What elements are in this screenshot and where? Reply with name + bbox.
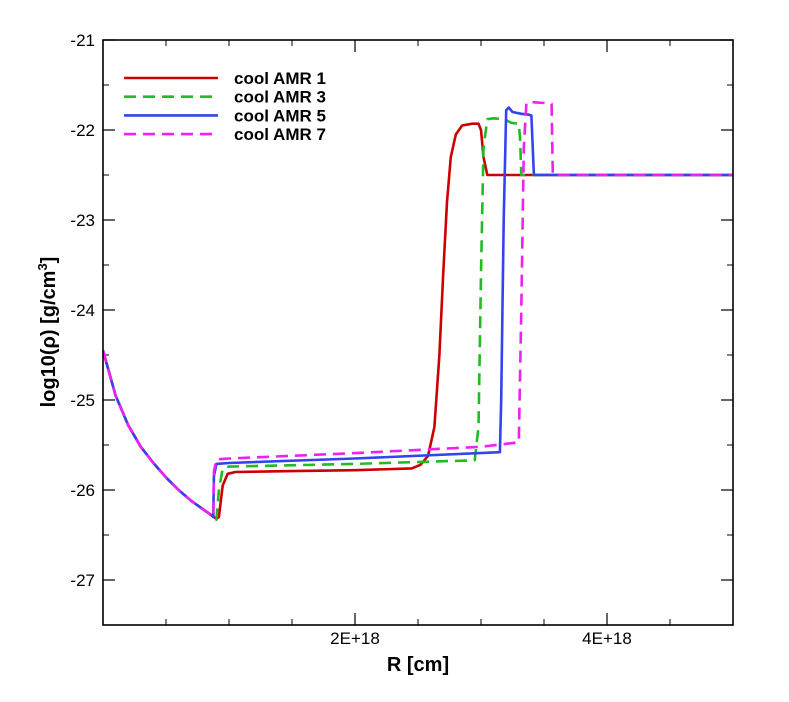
x-axis-title: R [cm] <box>387 654 449 676</box>
legend-label-3: cool AMR 5 <box>234 106 326 125</box>
y-axis-title-superscript: 3 <box>35 263 50 270</box>
plot-frame <box>102 39 734 626</box>
y-tick-label: -27 <box>70 571 95 590</box>
y-tick-label: -21 <box>70 31 95 50</box>
y-axis-title: log10(ρ) [g/cm3] <box>35 257 60 408</box>
y-axis-title-main: log10(ρ) [g/cm <box>38 271 60 408</box>
series-layer <box>103 100 733 521</box>
x-tick-label: 4E+18 <box>582 629 632 648</box>
x-tick-label: 2E+18 <box>330 629 380 648</box>
y-tick-label: -25 <box>70 391 95 410</box>
legend-label-1: cool AMR 1 <box>234 69 326 88</box>
series-line-4 <box>103 100 733 519</box>
legend-label-4: cool AMR 7 <box>234 125 326 144</box>
y-tick-label: -24 <box>70 301 95 320</box>
y-axis-title-tail: ] <box>38 257 60 264</box>
axis-ticks: 2E+18 4E+18 -21 -22 -23 -24 -25 -26 -27 <box>70 31 733 648</box>
series-line-3 <box>103 106 733 519</box>
legend-label-2: cool AMR 3 <box>234 88 326 107</box>
y-tick-label: -26 <box>70 481 95 500</box>
y-tick-label: -22 <box>70 121 95 140</box>
y-tick-label: -23 <box>70 211 95 230</box>
